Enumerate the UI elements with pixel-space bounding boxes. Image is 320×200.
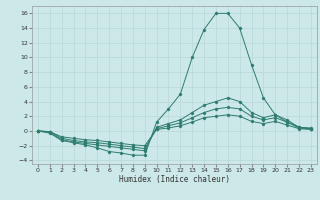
X-axis label: Humidex (Indice chaleur): Humidex (Indice chaleur) <box>119 175 230 184</box>
